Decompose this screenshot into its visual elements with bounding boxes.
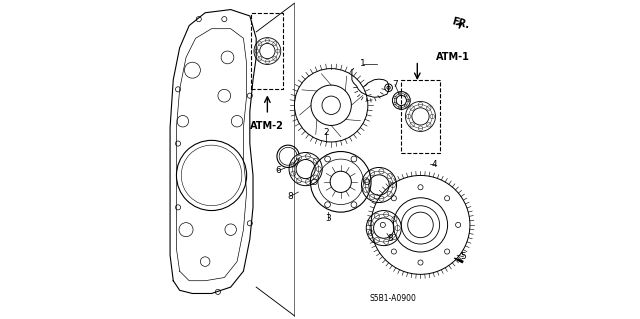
Text: 8: 8 (288, 192, 294, 201)
Text: 7: 7 (392, 80, 398, 89)
Text: 1: 1 (360, 59, 366, 68)
Text: 4: 4 (432, 160, 438, 169)
Text: ATM-1: ATM-1 (436, 52, 470, 63)
Text: 5: 5 (461, 252, 467, 261)
Text: ATM-2: ATM-2 (250, 121, 284, 131)
Text: 3: 3 (325, 214, 331, 223)
Text: 8: 8 (387, 234, 393, 243)
Text: 6: 6 (275, 166, 281, 175)
Text: S5B1-A0900: S5B1-A0900 (370, 294, 417, 303)
Text: 2: 2 (323, 128, 328, 137)
Text: FR.: FR. (450, 17, 470, 31)
